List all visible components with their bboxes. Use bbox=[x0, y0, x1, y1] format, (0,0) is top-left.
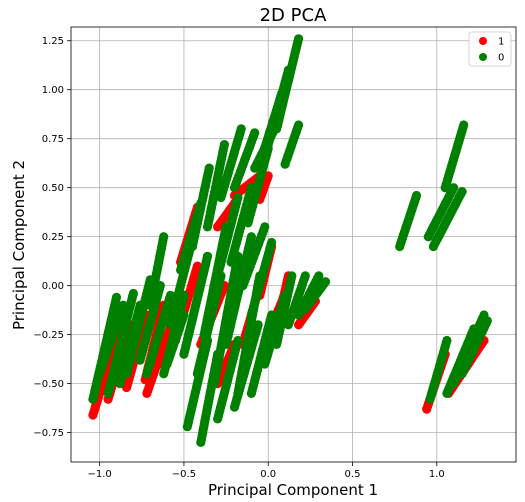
y-tick-label: −0.25 bbox=[33, 330, 64, 341]
legend-label-series-1: 1 bbox=[498, 37, 504, 48]
point-series-0 bbox=[300, 271, 310, 281]
x-tick-label: −1.0 bbox=[88, 469, 112, 480]
point-series-0 bbox=[320, 277, 331, 287]
point-series-0 bbox=[314, 271, 324, 281]
x-tick-label: 0.0 bbox=[260, 469, 276, 480]
point-series-0 bbox=[253, 320, 263, 330]
point-series-0 bbox=[287, 271, 297, 281]
point-series-0 bbox=[233, 335, 243, 346]
point-series-0 bbox=[111, 292, 122, 302]
x-axis-label: Principal Component 1 bbox=[208, 481, 378, 499]
point-series-0 bbox=[260, 222, 270, 232]
point-series-0 bbox=[204, 163, 214, 173]
y-tick-label: 0.75 bbox=[42, 134, 64, 145]
x-tick-label: 1.0 bbox=[429, 469, 445, 480]
y-tick-label: 0.25 bbox=[42, 232, 64, 243]
scatter-points bbox=[88, 34, 492, 447]
series-0-points bbox=[88, 34, 492, 447]
legend: 1 0 bbox=[468, 31, 512, 67]
point-series-0 bbox=[442, 335, 452, 346]
legend-box bbox=[468, 31, 512, 67]
chart-title: 2D PCA bbox=[260, 5, 327, 26]
x-tick-label: 0.5 bbox=[345, 469, 361, 480]
point-series-0 bbox=[294, 34, 304, 44]
point-series-0 bbox=[128, 288, 138, 299]
y-axis-ticks: −0.75 −0.50 −0.25 0.00 0.25 0.50 0.75 1.00 1.25 bbox=[33, 36, 71, 439]
point-series-0 bbox=[482, 316, 492, 326]
point-series-0 bbox=[250, 128, 260, 138]
point-series-0 bbox=[179, 310, 189, 320]
y-tick-label: −0.75 bbox=[33, 428, 64, 439]
legend-marker-series-1 bbox=[479, 37, 487, 45]
point-series-0 bbox=[233, 192, 243, 203]
point-series-0 bbox=[411, 190, 422, 201]
point-series-0 bbox=[294, 120, 304, 130]
x-axis-ticks: −1.0 −0.5 0.0 0.5 1.0 bbox=[88, 462, 445, 480]
x-tick-label: −0.5 bbox=[172, 469, 196, 480]
point-series-1 bbox=[192, 261, 202, 271]
y-tick-label: 0.50 bbox=[42, 183, 64, 194]
point-series-0 bbox=[457, 187, 467, 197]
point-series-0 bbox=[236, 124, 246, 134]
point-series-0 bbox=[202, 335, 213, 346]
point-series-0 bbox=[213, 349, 223, 359]
point-series-0 bbox=[159, 232, 169, 242]
point-series-0 bbox=[246, 232, 256, 242]
point-series-0 bbox=[219, 140, 229, 150]
legend-label-series-0: 0 bbox=[498, 53, 504, 64]
y-tick-label: −0.50 bbox=[33, 379, 64, 390]
point-series-0 bbox=[449, 183, 459, 193]
y-axis-label: Principal Component 2 bbox=[10, 160, 28, 330]
point-series-0 bbox=[267, 237, 277, 248]
point-series-0 bbox=[202, 251, 213, 261]
plot-area-frame bbox=[70, 26, 517, 463]
y-tick-label: 1.25 bbox=[42, 36, 64, 47]
point-series-0 bbox=[459, 120, 469, 130]
y-tick-label: 1.00 bbox=[42, 85, 64, 96]
legend-marker-series-0 bbox=[479, 53, 487, 61]
y-tick-label: 0.00 bbox=[42, 281, 64, 292]
